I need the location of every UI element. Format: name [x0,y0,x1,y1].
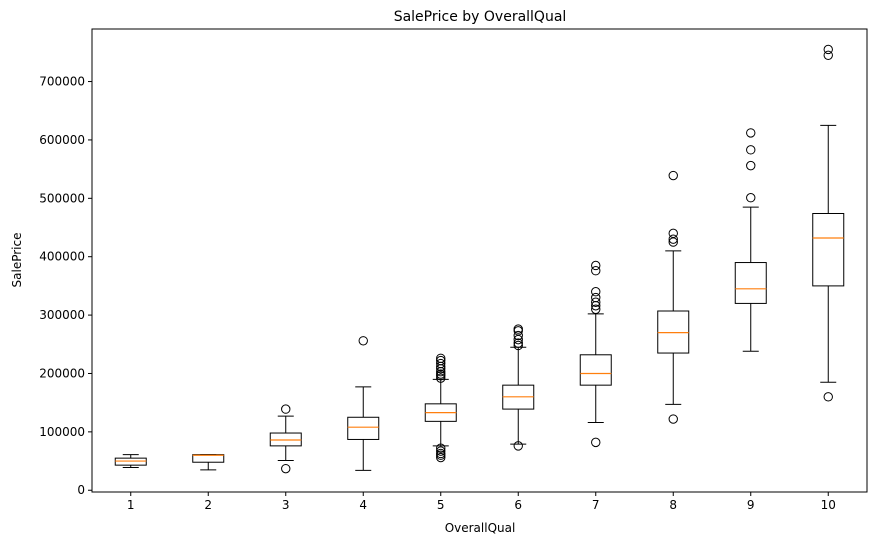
outlier-point [513,334,523,345]
outlier-point [668,414,678,424]
x-tick-label: 8 [669,498,677,512]
box-group-5 [424,353,457,463]
outlier-point [513,330,523,341]
outlier-point [746,193,756,203]
outlier-point [281,463,291,474]
outlier-point [436,373,446,383]
x-tick-label: 10 [821,498,836,512]
x-tick-label: 2 [204,498,212,512]
iqr-box [579,354,612,386]
outlier-point [668,234,678,244]
box-group-1 [114,454,147,468]
outlier-point [823,392,833,402]
box-group-7 [579,260,612,448]
outlier-point [436,446,446,456]
outlier-point [823,44,833,55]
box-group-2 [192,454,225,471]
x-tick-label: 6 [514,498,522,512]
outlier-point [746,160,756,171]
outlier-point [668,170,678,181]
chart-title: SalePrice by OverallQual [394,9,567,25]
x-tick-label: 4 [359,498,367,512]
outlier-point [668,237,678,247]
y-tick-label: 600000 [39,133,85,147]
y-axis: 0 100000 200000 300000 400000 500000 600000 700… [39,75,92,497]
y-axis-label: SalePrice [10,233,24,288]
outlier-point [591,297,601,307]
outlier-point [436,443,446,453]
x-axis-label: OverallQual [445,521,516,535]
outlier-point [358,336,368,346]
outlier-point [281,404,291,414]
outlier-point [513,338,523,348]
iqr-box [734,262,767,304]
x-tick-label: 7 [592,498,600,512]
x-tick-label: 5 [437,498,445,512]
outlier-point [513,441,523,451]
box-group-8 [657,170,690,424]
outlier-point [436,367,446,377]
y-tick-label: 100000 [39,425,85,439]
box-group-6 [502,324,535,451]
outlier-point [591,437,601,448]
box-group-4 [347,336,380,471]
box-group-9 [734,128,767,352]
y-tick-label: 0 [77,483,85,497]
outlier-point [436,371,446,381]
plot-area [114,44,845,474]
outlier-point [746,128,756,138]
y-tick-label: 200000 [39,366,85,380]
outlier-point [591,287,601,297]
x-tick-label: 1 [127,498,135,512]
y-tick-label: 700000 [39,75,85,89]
outlier-point [436,361,446,372]
plot-frame [91,28,868,493]
x-axis: 1 2 3 4 5 6 7 8 9 10 [127,492,836,512]
outlier-point [436,450,446,460]
iqr-box [812,212,845,287]
outlier-point [436,364,446,374]
x-tick-label: 3 [282,498,290,512]
y-tick-label: 300000 [39,308,85,322]
outlier-point [513,340,523,351]
outlier-point [591,260,601,271]
outlier-point [436,452,446,463]
outlier-point [591,304,601,314]
outlier-point [823,50,833,60]
box-group-10 [812,44,845,402]
box-group-3 [269,404,302,474]
outlier-point [746,145,756,155]
iqr-box [347,416,380,440]
y-tick-label: 500000 [39,191,85,205]
y-tick-label: 400000 [39,250,85,264]
outlier-point [591,301,601,311]
outlier-point [591,266,601,276]
x-tick-label: 9 [747,498,755,512]
